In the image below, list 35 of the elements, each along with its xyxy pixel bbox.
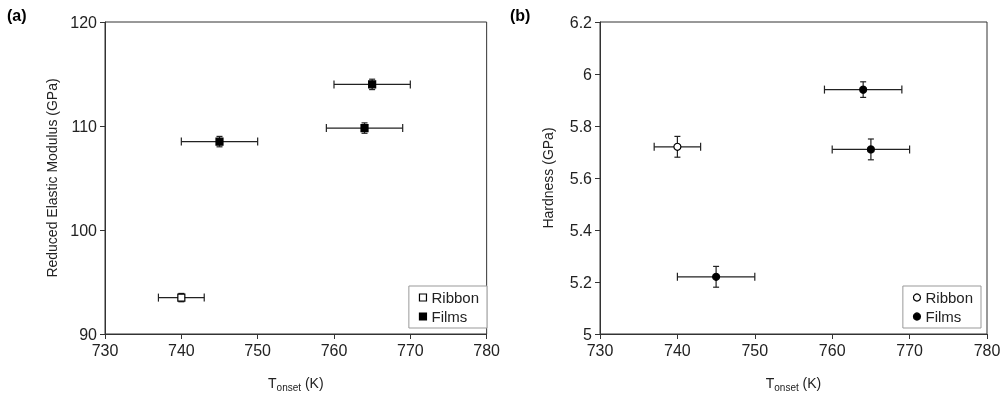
y-tick-label: 5.4 — [569, 221, 593, 239]
y-tick-label: 5.6 — [569, 169, 593, 187]
x-tick-label: 770 — [896, 341, 924, 359]
y-axis-title: Reduced Elastic Modulus (GPa) — [44, 78, 61, 278]
x-tick-label: 780 — [473, 341, 501, 359]
x-tick-label: 740 — [664, 341, 691, 359]
y-tick-label: 6.2 — [569, 13, 593, 31]
y-tick-label: 120 — [70, 13, 98, 31]
point — [866, 145, 875, 154]
legend-label: Films — [925, 308, 962, 325]
y-tick-label: 5.8 — [569, 117, 593, 135]
chart-title: (a) — [7, 6, 27, 24]
y-tick-label: 5 — [583, 325, 593, 343]
legend-label: Ribbon — [925, 289, 974, 306]
y-tick-label: 90 — [79, 325, 98, 343]
x-tick-label: 780 — [973, 341, 1001, 359]
x-tick-label: 770 — [396, 341, 424, 359]
x-tick-label: 730 — [586, 341, 614, 359]
y-tick-label: 5.2 — [569, 273, 593, 291]
y-axis-title: Hardness (GPa) — [540, 127, 556, 229]
chart-title: (b) — [510, 6, 531, 24]
x-tick-label: 760 — [320, 341, 348, 359]
point — [712, 272, 721, 281]
x-tick-label: 740 — [167, 341, 195, 359]
y-tick-label: 100 — [70, 221, 98, 239]
y-tick-label: 6 — [583, 65, 593, 83]
point — [859, 85, 868, 94]
x-tick-label: 750 — [741, 341, 769, 359]
point — [673, 142, 682, 151]
legend-label: Films — [431, 308, 468, 325]
x-tick-label: 750 — [244, 341, 272, 359]
y-tick-label: 110 — [71, 117, 98, 135]
x-tick-label: 730 — [91, 341, 119, 359]
legend-label: Ribbon — [431, 289, 480, 306]
x-tick-label: 760 — [818, 341, 846, 359]
